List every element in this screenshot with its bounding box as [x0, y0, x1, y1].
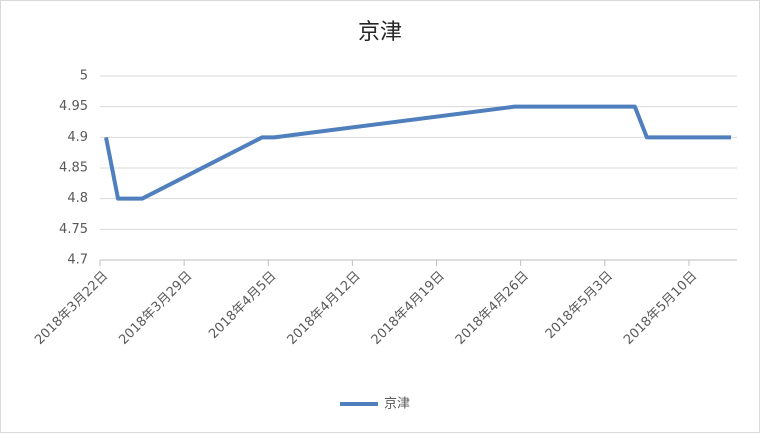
series-line: [104, 104, 731, 201]
y-tick-label: 4.7: [67, 253, 88, 268]
y-tick-label: 4.9: [67, 130, 88, 145]
y-tick-label: 5: [80, 69, 88, 84]
y-tick-label: 4.8: [67, 191, 88, 206]
legend-label: 京津: [384, 397, 410, 412]
chart-title: 京津: [358, 20, 402, 45]
y-tick-label: 4.95: [59, 99, 88, 114]
y-tick-label: 4.85: [59, 161, 88, 176]
y-tick-label: 4.75: [59, 222, 88, 237]
